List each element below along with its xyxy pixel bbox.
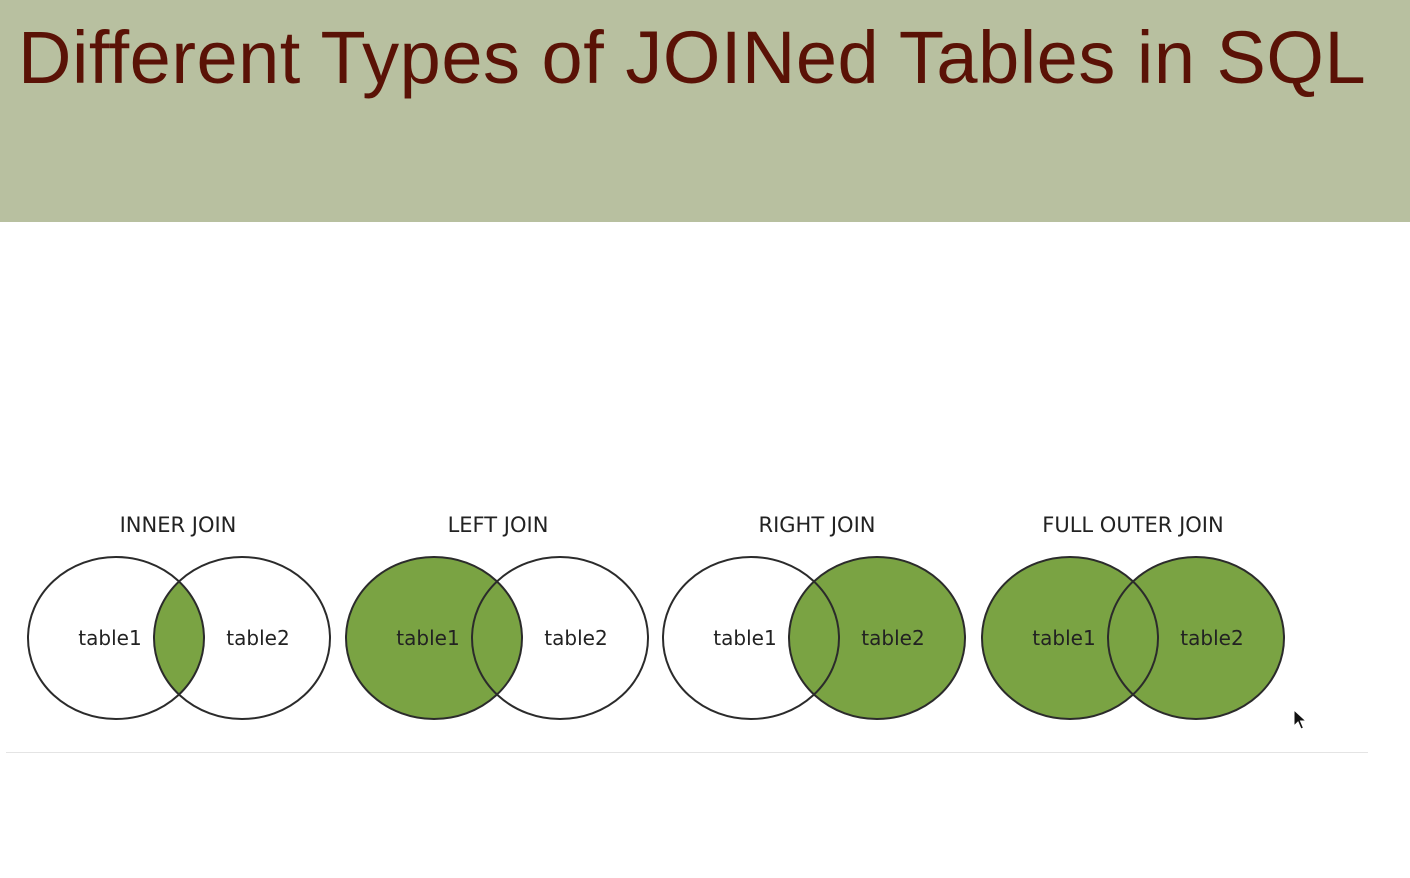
right-table-label: table2 — [544, 626, 607, 650]
join-title: RIGHT JOIN — [759, 513, 876, 537]
right-circle — [471, 556, 649, 720]
join-title: INNER JOIN — [120, 513, 237, 537]
right-table-label: table2 — [861, 626, 924, 650]
left-table-label: table1 — [713, 626, 776, 650]
left-table-label: table1 — [1032, 626, 1095, 650]
right-circle — [153, 556, 331, 720]
left-table-label: table1 — [396, 626, 459, 650]
right-join-diagram: RIGHT JOIN table1 table2 — [662, 513, 966, 720]
left-circle-fill — [982, 557, 1158, 719]
left-circle — [27, 556, 205, 720]
inner-join-diagram: INNER JOIN table1 table2 — [27, 513, 331, 720]
join-title: FULL OUTER JOIN — [1042, 513, 1223, 537]
right-table-label: table2 — [1180, 626, 1243, 650]
left-circle — [662, 556, 840, 720]
slide-title: Different Types of JOINed Tables in SQL — [18, 16, 1367, 99]
right-circle — [788, 556, 966, 720]
left-join-diagram: LEFT JOIN table1 table2 — [345, 513, 649, 720]
right-circle-fill — [1108, 557, 1284, 719]
right-circle-fill — [789, 557, 965, 719]
left-circle-fill — [346, 557, 522, 719]
full-outer-join-diagram: FULL OUTER JOIN table1 table2 — [981, 513, 1285, 720]
join-diagrams: INNER JOIN table1 table2 LEFT JOIN table… — [27, 513, 1285, 720]
join-title: LEFT JOIN — [448, 513, 549, 537]
left-circle — [981, 556, 1159, 720]
divider — [6, 752, 1368, 753]
left-circle — [345, 556, 523, 720]
title-bar: Different Types of JOINed Tables in SQL — [0, 0, 1410, 222]
mouse-pointer-icon — [1293, 709, 1307, 730]
left-table-label: table1 — [78, 626, 141, 650]
right-table-label: table2 — [226, 626, 289, 650]
right-circle — [1107, 556, 1285, 720]
